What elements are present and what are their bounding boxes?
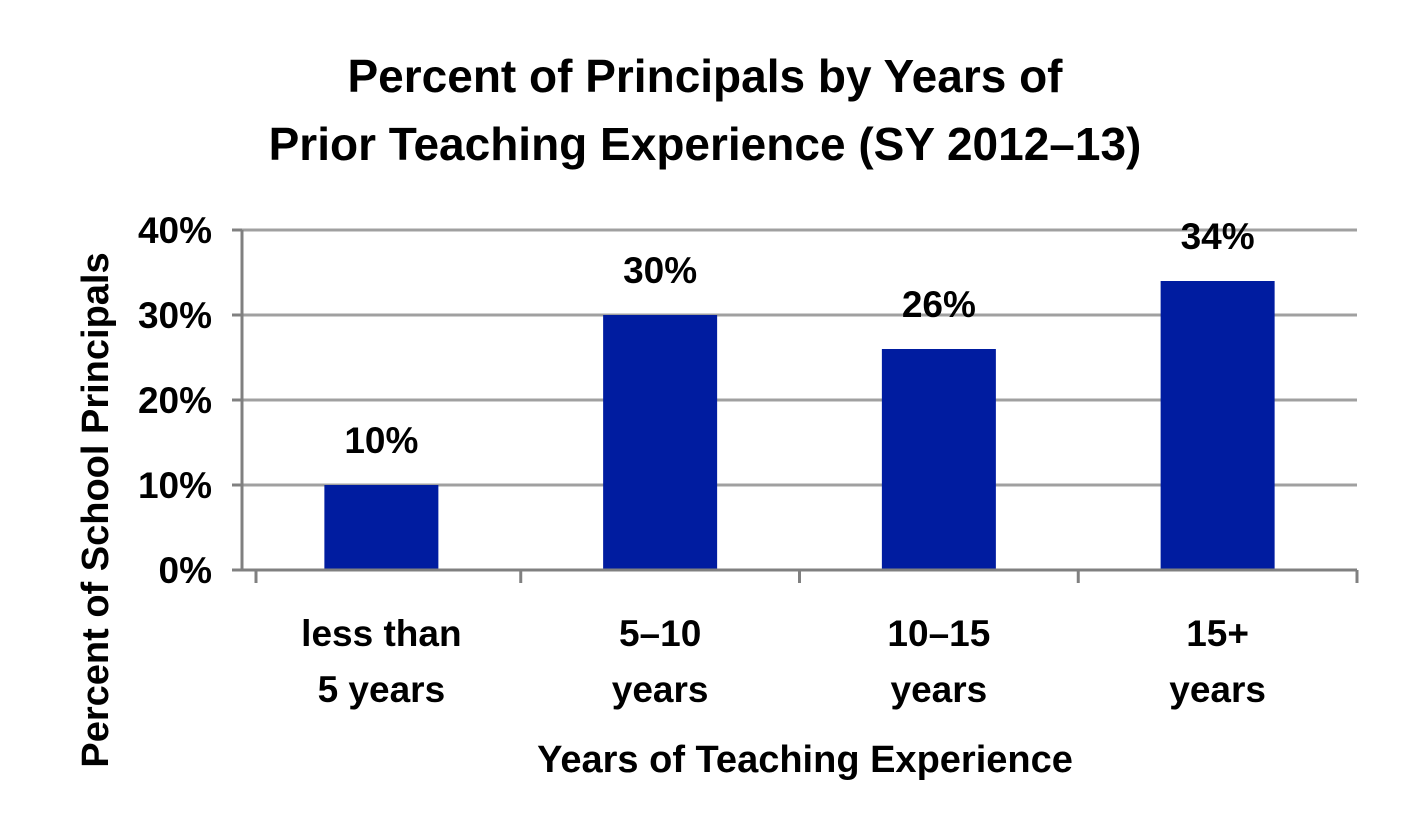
data-label: 30% xyxy=(623,250,697,291)
x-category-label: years xyxy=(1169,669,1266,710)
x-axis-title: Years of Teaching Experience xyxy=(537,739,1073,781)
data-label: 34% xyxy=(1181,216,1255,257)
y-tick-label: 40% xyxy=(138,210,212,251)
y-tick-label: 10% xyxy=(138,465,212,506)
axes xyxy=(232,228,1359,583)
bar xyxy=(881,349,996,570)
y-tick-label: 20% xyxy=(138,380,212,421)
x-category-label: 5–10 xyxy=(619,613,701,654)
x-category-label: years xyxy=(612,669,709,710)
bar xyxy=(324,485,439,570)
data-label: 10% xyxy=(344,420,418,461)
x-category-label: years xyxy=(891,669,988,710)
x-category-label: 15+ xyxy=(1186,613,1249,654)
x-category-label: 5 years xyxy=(318,669,446,710)
y-axis-title: Percent of School Principals xyxy=(75,252,117,767)
y-tick-label: 0% xyxy=(159,550,212,591)
data-label: 26% xyxy=(902,284,976,325)
bars xyxy=(324,281,1275,570)
bar xyxy=(603,315,718,570)
x-category-label: 10–15 xyxy=(887,613,990,654)
labels: 0% 10% 20% 30% 40% 10% less than 5 years 30% 5–10… xyxy=(138,210,1266,710)
y-tick-label: 30% xyxy=(138,295,212,336)
x-category-label: less than xyxy=(301,613,461,654)
chart-title-line-1: Percent of Principals by Years of xyxy=(348,50,1064,102)
chart-title-line-2: Prior Teaching Experience (SY 2012–13) xyxy=(269,118,1142,170)
bar xyxy=(1160,281,1275,570)
